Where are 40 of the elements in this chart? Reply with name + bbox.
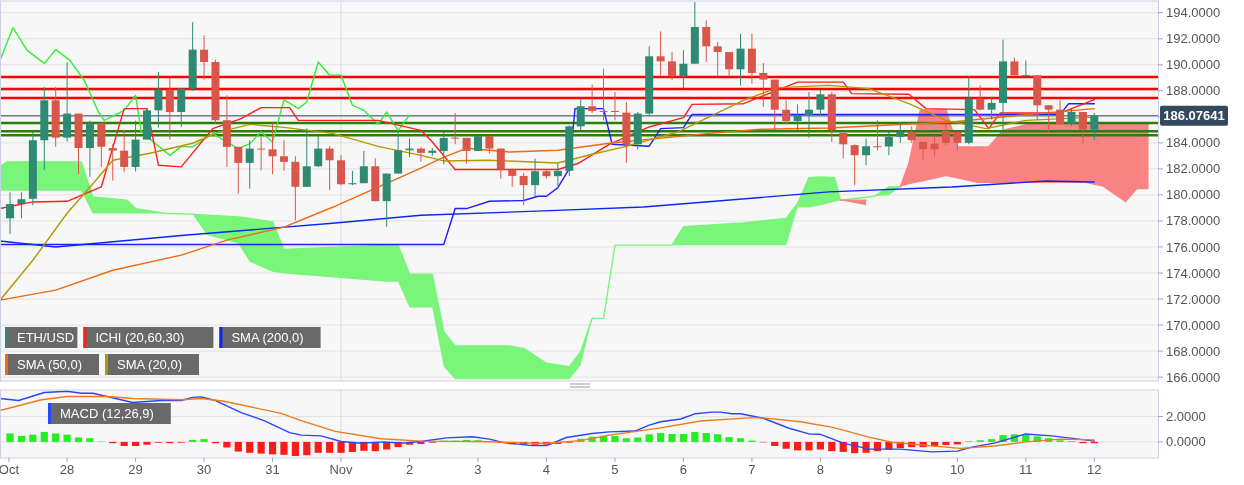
y-tick-label: 176.0000: [1166, 239, 1221, 255]
x-tick-label: Nov: [329, 462, 354, 477]
y-tick-label: 168.0000: [1166, 343, 1221, 359]
x-tick-label: 6: [679, 462, 688, 477]
y-tick-label: 188.0000: [1166, 83, 1221, 99]
legend-label: ICHI (20,60,30): [95, 330, 185, 346]
ref-line-label: 186.07641: [1163, 108, 1225, 124]
x-tick-label: 5: [611, 462, 619, 477]
legend-label: SMA (200,0): [231, 330, 304, 346]
y-tick-label: 174.0000: [1166, 265, 1221, 281]
y-tick-label: 182.0000: [1166, 161, 1221, 177]
y-tick-label: 170.0000: [1166, 317, 1221, 333]
y-tick-label: 178.0000: [1166, 213, 1221, 229]
x-tick-label: 3: [474, 462, 482, 477]
y-tick-label: 172.0000: [1166, 291, 1221, 307]
y-tick-label: 2.0000: [1166, 409, 1206, 425]
x-tick-label: 9: [885, 462, 893, 477]
legend-label: SMA (20,0): [117, 357, 183, 373]
legend-label: MACD (12,26,9): [60, 406, 154, 422]
x-tick-label: 28: [59, 462, 75, 477]
x-tick-label: 30: [196, 462, 212, 477]
x-tick-label: 4: [542, 462, 551, 477]
x-tick-label: 11: [1019, 462, 1033, 477]
y-tick-label: 0.0000: [1166, 434, 1206, 450]
x-tick-label: 7: [748, 462, 756, 477]
x-tick-label: 10: [950, 462, 965, 477]
x-tick-label: 31: [265, 462, 280, 477]
x-tick-label: 12: [1087, 462, 1102, 477]
legend-label: SMA (50,0): [17, 357, 83, 373]
y-tick-label: 190.0000: [1166, 57, 1221, 73]
legend-label: ETH/USD: [17, 330, 75, 346]
y-tick-label: 166.0000: [1166, 369, 1221, 385]
x-tick-label: Oct: [0, 462, 20, 477]
y-tick-label: 180.0000: [1166, 187, 1221, 203]
x-tick-label: 8: [816, 462, 825, 477]
y-tick-label: 184.0000: [1166, 135, 1221, 151]
x-tick-label: 29: [128, 462, 143, 477]
y-tick-label: 192.0000: [1166, 31, 1221, 47]
y-tick-label: 194.0000: [1166, 5, 1221, 21]
x-tick-label: 2: [405, 462, 414, 477]
